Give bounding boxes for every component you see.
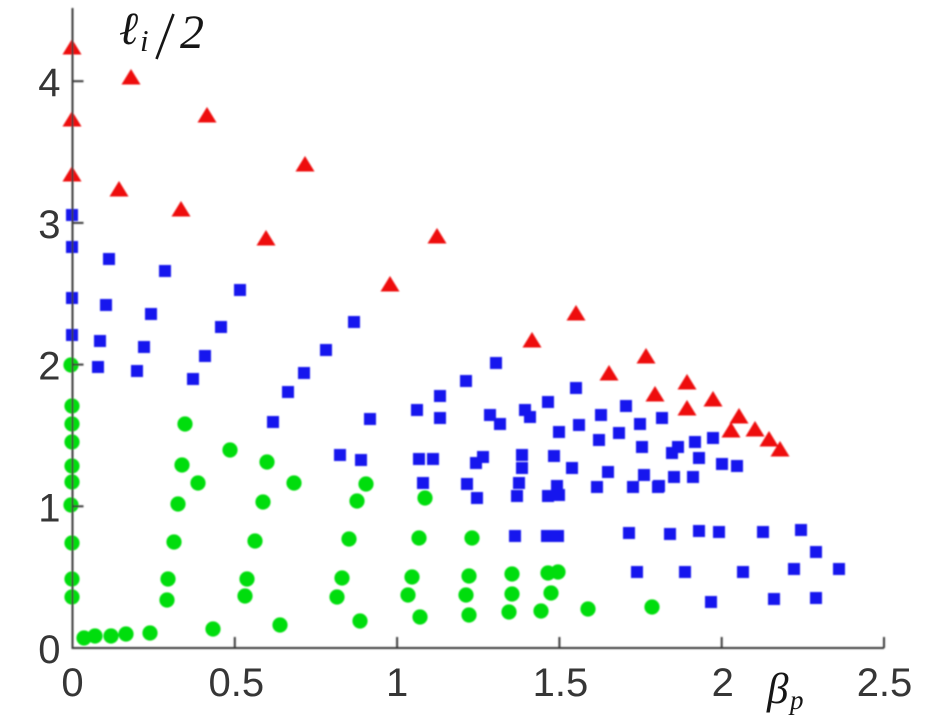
svg-text:2: 2 — [38, 345, 60, 389]
svg-text:2: 2 — [712, 661, 734, 705]
svg-text:0: 0 — [38, 628, 60, 672]
svg-text:0.5: 0.5 — [208, 661, 264, 705]
svg-text:4: 4 — [38, 61, 60, 105]
svg-text:3: 3 — [38, 203, 60, 247]
svg-text:2.5: 2.5 — [857, 661, 913, 705]
svg-text:0: 0 — [61, 661, 83, 705]
svg-text:β: β — [766, 666, 789, 713]
svg-text:1: 1 — [38, 486, 60, 530]
svg-text:1: 1 — [386, 661, 408, 705]
svg-text:ℓ: ℓ — [119, 3, 139, 54]
svg-text:1.5: 1.5 — [533, 661, 589, 705]
svg-text:p: p — [788, 685, 804, 715]
svg-text:2: 2 — [180, 6, 204, 59]
svg-text:i: i — [140, 23, 149, 58]
